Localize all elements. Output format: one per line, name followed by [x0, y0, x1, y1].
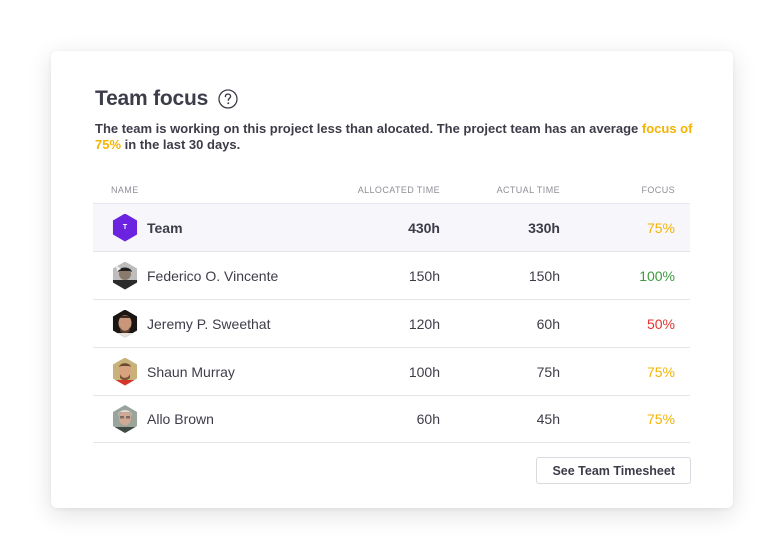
avatar: [112, 405, 138, 433]
allocated-time: 150h: [408, 267, 440, 284]
name-cell: Allo Brown: [93, 405, 331, 433]
column-header-focus: FOCUS: [641, 185, 675, 195]
avatar: [112, 261, 138, 290]
team-avatar: T: [112, 213, 138, 242]
focus-value: 100%: [639, 267, 675, 284]
allocated-time: 100h: [408, 363, 440, 380]
member-name: Jeremy P. Sweethat: [147, 315, 271, 332]
table-row-team[interactable]: T Team 430h 330h 75%: [93, 203, 690, 251]
name-cell: Federico O. Vincente: [93, 261, 331, 290]
card-title: Team focus: [95, 87, 209, 110]
actual-time: 75h: [536, 363, 560, 380]
summary-highlight: focus of 75%: [95, 121, 693, 152]
table-row[interactable]: Shaun Murray 100h 75h 75%: [93, 347, 690, 395]
member-name: Allo Brown: [147, 411, 214, 427]
column-header-allocated: ALLOCATED TIME: [357, 185, 440, 195]
name-cell: Shaun Murray: [93, 357, 331, 386]
see-team-timesheet-button[interactable]: See Team Timesheet: [536, 457, 691, 484]
member-name: Shaun Murray: [147, 363, 235, 380]
allocated-time: 60h: [416, 411, 440, 427]
avatar: [112, 309, 138, 338]
actual-time: 150h: [528, 267, 560, 284]
table-row[interactable]: Jeremy P. Sweethat 120h 60h 50%: [93, 299, 690, 347]
name-cell: T Team: [93, 213, 331, 242]
member-name: Federico O. Vincente: [147, 267, 279, 284]
member-name: Team: [147, 219, 183, 236]
focus-value: 75%: [646, 363, 675, 380]
column-header-actual: ACTUAL TIME: [496, 185, 560, 195]
focus-value: 50%: [646, 315, 675, 332]
column-header-name: NAME: [111, 185, 139, 195]
table-header: NAME ALLOCATED TIME ACTUAL TIME FOCUS: [93, 177, 690, 203]
allocated-time: 120h: [408, 315, 440, 332]
question-circle-icon[interactable]: [218, 89, 238, 109]
allocated-time: 430h: [408, 219, 440, 236]
table-row[interactable]: Allo Brown 60h 45h 75%: [93, 395, 690, 443]
summary-text: The team is working on this project less…: [95, 121, 642, 136]
actual-time: 45h: [536, 411, 560, 427]
team-focus-card: Team focus The team is working on this p…: [51, 51, 733, 508]
name-cell: Jeremy P. Sweethat: [93, 309, 331, 338]
focus-value: 75%: [646, 219, 675, 236]
focus-value: 75%: [646, 411, 675, 427]
table-row[interactable]: Federico O. Vincente 150h 150h 100%: [93, 251, 690, 299]
focus-summary: The team is working on this project less…: [95, 121, 695, 153]
summary-text-end: in the last 30 days.: [121, 137, 241, 152]
focus-table: NAME ALLOCATED TIME ACTUAL TIME FOCUS T …: [93, 177, 690, 443]
card-header: Team focus: [95, 87, 238, 111]
avatar: [112, 357, 138, 386]
actual-time: 60h: [536, 315, 560, 332]
actual-time: 330h: [528, 219, 560, 236]
